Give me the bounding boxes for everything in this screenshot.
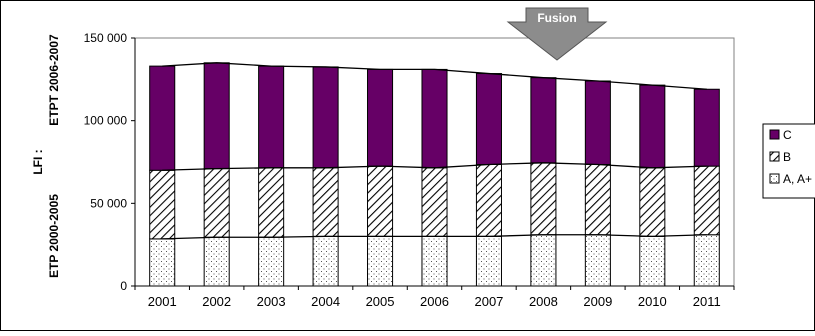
bar-b-2004 bbox=[312, 167, 339, 237]
y-tick-label: 0 bbox=[120, 279, 127, 293]
series-line-c bbox=[162, 62, 707, 90]
bar-b-2008 bbox=[530, 162, 557, 236]
y-tick-label: 50 000 bbox=[90, 196, 127, 210]
x-tick-label: 2008 bbox=[529, 294, 558, 309]
bar-c-2006 bbox=[421, 68, 448, 169]
bar-b-2007 bbox=[475, 163, 502, 237]
bar-a-a-2006 bbox=[421, 235, 448, 287]
x-tick-label: 2009 bbox=[583, 294, 612, 309]
bar-a-a-2010 bbox=[639, 235, 666, 287]
x-tick-label: 2004 bbox=[311, 294, 340, 309]
legend-swatch-a bbox=[769, 173, 780, 184]
bar-b-2002 bbox=[203, 168, 230, 238]
bar-b-2011 bbox=[693, 165, 720, 236]
bar-b-2010 bbox=[639, 167, 666, 237]
x-tick-label: 2010 bbox=[638, 294, 667, 309]
legend-label-a: A, A+ bbox=[783, 172, 812, 186]
bar-c-2007 bbox=[475, 73, 502, 165]
bar-c-2002 bbox=[203, 62, 230, 170]
bar-a-a-2001 bbox=[149, 238, 176, 287]
bar-a-a-2003 bbox=[258, 236, 285, 287]
bar-a-a-2002 bbox=[203, 236, 230, 287]
legend-label-b: B bbox=[783, 150, 791, 164]
x-tick-label: 2002 bbox=[202, 294, 231, 309]
x-tick-label: 2011 bbox=[693, 294, 721, 309]
bar-a-a-2005 bbox=[367, 235, 394, 287]
bar-c-2010 bbox=[639, 84, 666, 169]
x-tick-label: 2003 bbox=[257, 294, 286, 309]
legend-swatch-c bbox=[769, 129, 780, 140]
bar-a-a-2008 bbox=[530, 234, 557, 287]
y-tick-label: 100 000 bbox=[84, 114, 128, 128]
bar-c-2004 bbox=[312, 66, 339, 169]
legend-swatch-b bbox=[769, 151, 780, 162]
bar-b-2006 bbox=[421, 167, 448, 237]
bar-c-2011 bbox=[693, 88, 720, 167]
series-line-a-a bbox=[162, 234, 707, 240]
bar-c-2003 bbox=[258, 65, 285, 169]
bar-a-a-2007 bbox=[475, 235, 502, 287]
bar-c-2001 bbox=[149, 65, 176, 171]
fusion-label: Fusion bbox=[537, 11, 576, 25]
x-tick-label: 2005 bbox=[366, 294, 395, 309]
legend: C B A, A+ bbox=[762, 123, 815, 199]
x-tick-label: 2001 bbox=[148, 294, 177, 309]
legend-label-c: C bbox=[783, 128, 792, 142]
bar-c-2005 bbox=[367, 68, 394, 167]
bar-b-2005 bbox=[367, 165, 394, 237]
y-axis-title-line-2: ETP 2000-2005 bbox=[47, 194, 61, 278]
x-tick-label: 2006 bbox=[420, 294, 449, 309]
y-tick-label: 150 000 bbox=[84, 31, 128, 45]
y-axis-title-line-3: ETPT 2006-2007 bbox=[47, 34, 61, 126]
bar-c-2009 bbox=[584, 80, 611, 165]
fusion-arrow-icon bbox=[506, 7, 608, 61]
bar-a-a-2009 bbox=[584, 234, 611, 287]
bar-c-2008 bbox=[530, 77, 557, 164]
bar-b-2009 bbox=[584, 163, 611, 236]
y-axis-title-line-1: LFI : bbox=[31, 149, 45, 174]
bar-b-2003 bbox=[258, 167, 285, 238]
series-line-b bbox=[162, 162, 707, 171]
bar-a-a-2004 bbox=[312, 235, 339, 287]
bar-a-a-2011 bbox=[693, 234, 720, 287]
x-tick-label: 2007 bbox=[474, 294, 503, 309]
fusion-arrow-annotation: Fusion bbox=[506, 7, 608, 61]
bar-b-2001 bbox=[149, 169, 176, 240]
